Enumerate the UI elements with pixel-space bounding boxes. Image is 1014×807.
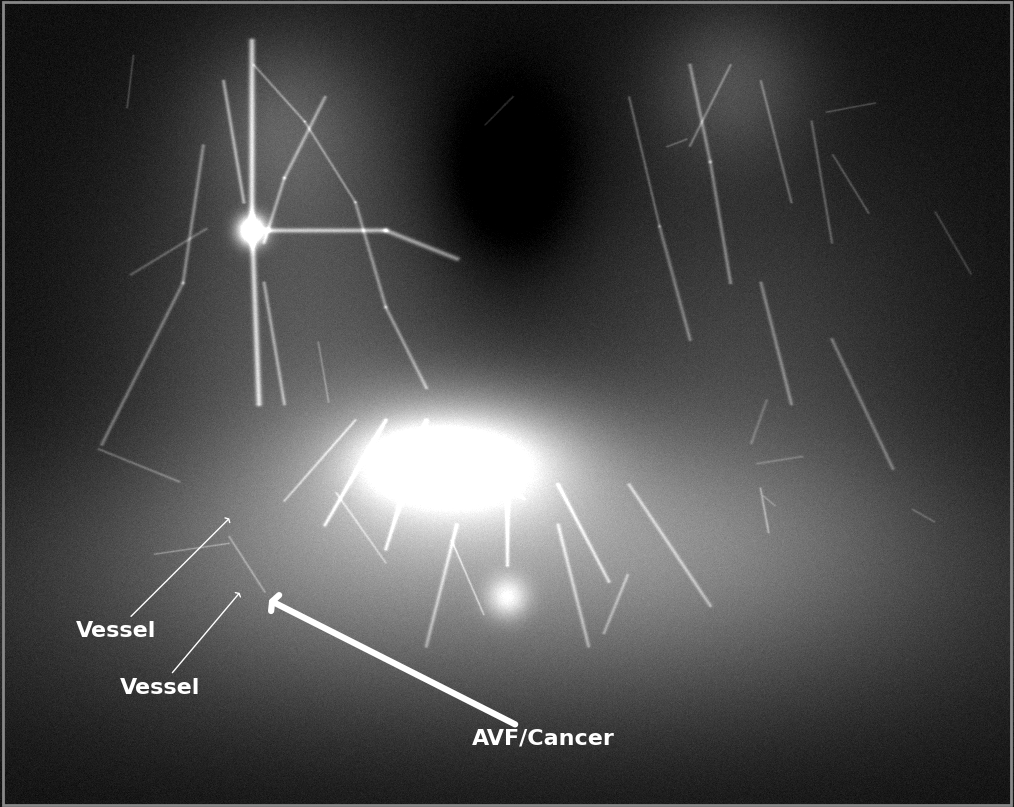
Text: Vessel: Vessel: [120, 592, 240, 697]
Text: AVF/Cancer: AVF/Cancer: [271, 595, 614, 748]
Text: Vessel: Vessel: [76, 518, 230, 641]
